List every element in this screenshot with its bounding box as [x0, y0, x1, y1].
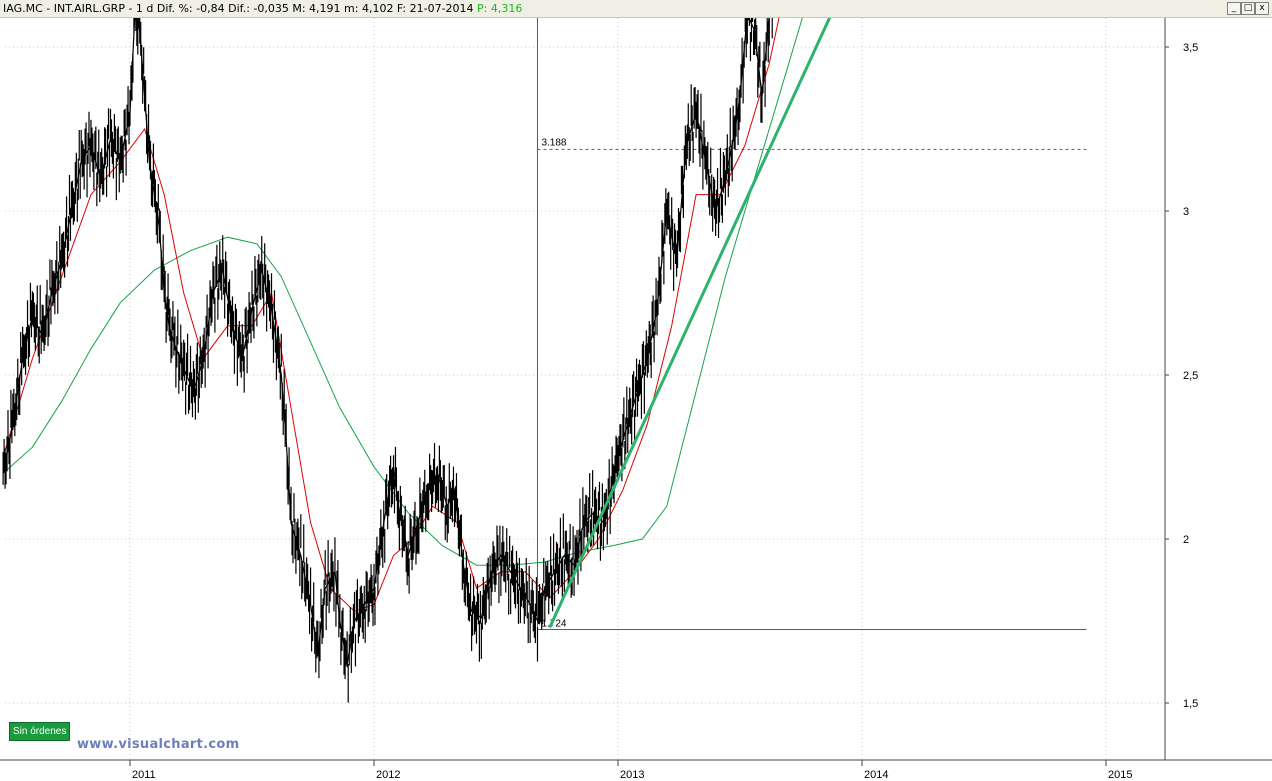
- price-chart[interactable]: 1,522,533,544,555,5201120122013201420155…: [0, 18, 1272, 781]
- x-tick-label: 2015: [1108, 769, 1132, 781]
- website-watermark: www.visualchart.com: [77, 737, 240, 752]
- stats-label: Dif. %: -0,84 Dif.: -0,035 M: 4,191 m: 4…: [156, 2, 474, 15]
- fib-level-label: 3.188: [541, 137, 566, 148]
- x-tick-label: 2011: [132, 769, 156, 781]
- x-tick-label: 2013: [620, 769, 644, 781]
- symbol-label: IAG.MC - INT.AIRL.GRP - 1 d: [3, 2, 154, 15]
- minimize-button[interactable]: _: [1227, 2, 1241, 15]
- y-tick-label: 2,5: [1183, 370, 1198, 382]
- orders-status-badge[interactable]: Sin órdenes: [9, 722, 71, 741]
- last-price-label: P: 4,316: [477, 2, 523, 15]
- trendline: [548, 18, 832, 629]
- y-tick-label: 3: [1183, 206, 1189, 218]
- x-tick-label: 2014: [864, 769, 888, 781]
- y-tick-label: 2: [1183, 534, 1189, 546]
- y-tick-label: 1,5: [1183, 698, 1198, 710]
- close-button[interactable]: x: [1255, 2, 1269, 15]
- fib-bottom-label: 1.724: [541, 619, 566, 630]
- y-tick-label: 3,5: [1183, 42, 1198, 54]
- chart-title: IAG.MC - INT.AIRL.GRP - 1 d Dif. %: -0,8…: [3, 2, 522, 15]
- maximize-button[interactable]: □: [1241, 2, 1255, 15]
- x-tick-label: 2012: [376, 769, 400, 781]
- price-line: [2, 18, 770, 664]
- ma-slow-line: [2, 18, 803, 566]
- title-bar: IAG.MC - INT.AIRL.GRP - 1 d Dif. %: -0,8…: [0, 0, 1272, 18]
